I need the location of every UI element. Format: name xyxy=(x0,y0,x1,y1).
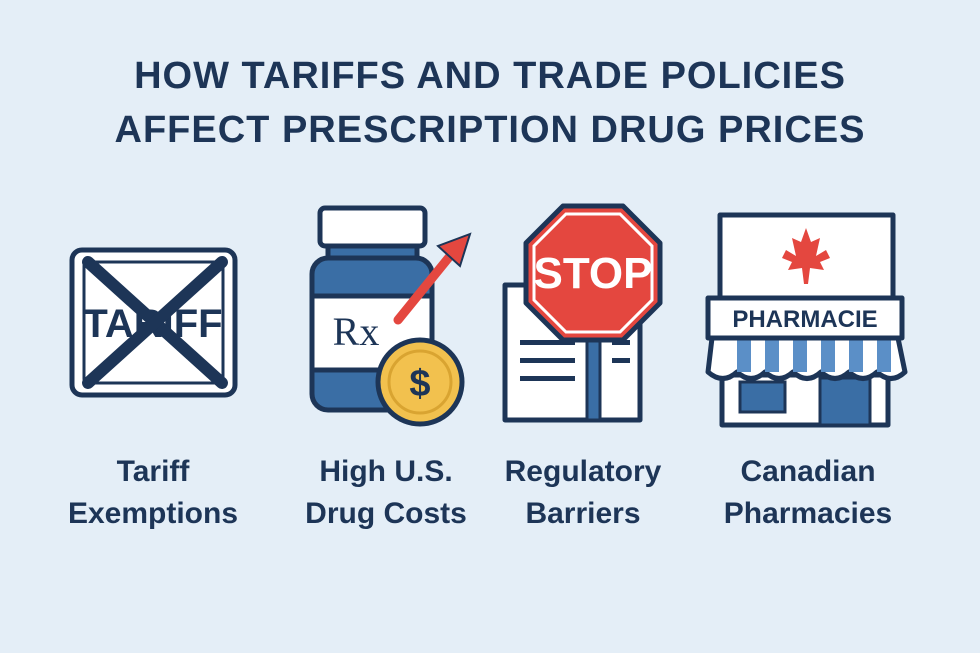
icon-text: PHARMACIE xyxy=(732,306,877,333)
item-label: Regulatory xyxy=(505,455,662,488)
item-label: Pharmacies xyxy=(724,497,892,530)
item-label: Exemptions xyxy=(68,497,238,530)
item-label: High U.S. xyxy=(319,455,452,488)
pharmacy-icon: PHARMACIE xyxy=(705,212,908,428)
icon-text: Rx xyxy=(333,309,380,354)
title-line: AFFECT PRESCRIPTION DRUG PRICES xyxy=(115,109,866,151)
item-label: Tariff xyxy=(117,455,191,488)
title-line: HOW TARIFFS AND TRADE POLICIES xyxy=(134,55,846,97)
bottle-icon: Rx $ xyxy=(309,205,472,427)
item-label: Drug Costs xyxy=(305,497,467,530)
icon-text: STOP xyxy=(533,249,652,298)
coin-text: $ xyxy=(409,363,430,405)
stop-icon: STOP xyxy=(502,203,663,423)
item-label: Barriers xyxy=(525,497,640,530)
item-label: Canadian xyxy=(740,455,875,488)
tariff-icon: TARIFF xyxy=(69,247,238,398)
